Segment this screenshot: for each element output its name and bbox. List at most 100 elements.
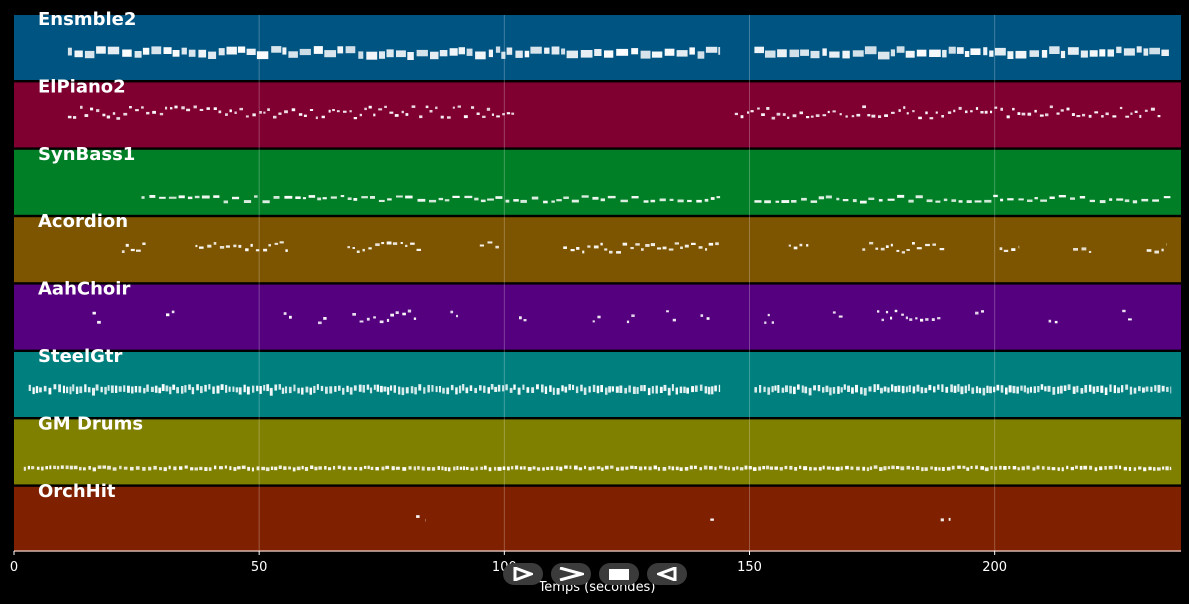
note	[689, 47, 695, 55]
note	[146, 111, 150, 115]
note	[584, 465, 587, 470]
note	[710, 518, 714, 521]
note	[1029, 50, 1039, 57]
note	[672, 318, 676, 322]
note	[709, 466, 713, 470]
note	[581, 195, 589, 198]
note	[710, 197, 715, 200]
note	[440, 115, 444, 119]
note	[416, 515, 420, 518]
note	[906, 112, 909, 115]
note	[1037, 386, 1040, 393]
note	[134, 386, 138, 393]
note	[340, 195, 345, 198]
note	[23, 466, 26, 471]
note	[810, 115, 814, 118]
note	[774, 385, 777, 391]
note	[385, 465, 390, 470]
rewind-button[interactable]	[647, 563, 687, 585]
note	[163, 47, 172, 54]
note	[480, 466, 483, 470]
note	[616, 467, 620, 471]
note	[349, 387, 353, 395]
note	[966, 467, 970, 471]
note	[1027, 199, 1033, 202]
note	[462, 384, 465, 391]
note	[1070, 197, 1075, 200]
note	[975, 107, 979, 110]
note	[1100, 385, 1104, 393]
note	[507, 466, 510, 471]
note	[206, 107, 210, 110]
note	[716, 196, 721, 199]
note	[691, 386, 694, 393]
note	[767, 313, 770, 317]
note	[480, 199, 486, 203]
note	[419, 115, 423, 119]
note	[1026, 387, 1030, 394]
note	[747, 111, 750, 114]
note	[1057, 386, 1060, 394]
note	[965, 110, 968, 114]
note	[600, 242, 603, 246]
note	[1059, 385, 1063, 394]
note	[444, 199, 450, 202]
note	[815, 114, 820, 117]
note	[347, 466, 352, 470]
note	[982, 387, 986, 396]
note	[1000, 385, 1004, 393]
stop-button[interactable]	[599, 563, 639, 585]
note	[698, 246, 703, 249]
note	[334, 386, 337, 392]
note	[1012, 466, 1017, 470]
note	[668, 465, 671, 470]
note	[531, 196, 539, 200]
note	[1099, 200, 1106, 204]
note	[273, 115, 277, 119]
note	[958, 106, 962, 110]
track-notes-2	[67, 105, 1161, 120]
note	[632, 386, 636, 394]
note	[130, 466, 134, 471]
note	[580, 50, 593, 58]
note	[431, 467, 436, 471]
note	[994, 47, 1006, 56]
note	[604, 248, 608, 251]
note	[181, 106, 185, 110]
note	[847, 385, 850, 392]
note	[338, 385, 341, 391]
fast-forward-button[interactable]	[551, 563, 591, 585]
note	[1141, 198, 1149, 202]
note	[112, 112, 116, 115]
note	[901, 251, 905, 254]
note	[135, 466, 140, 470]
note	[200, 386, 203, 394]
note	[285, 249, 288, 252]
play-button[interactable]	[503, 563, 543, 585]
note	[609, 250, 613, 254]
note	[762, 466, 766, 470]
note	[890, 49, 895, 57]
note	[636, 387, 639, 394]
note	[398, 386, 401, 395]
note	[250, 243, 253, 247]
note	[462, 466, 465, 471]
note	[475, 51, 486, 60]
note	[552, 387, 555, 395]
note	[309, 387, 312, 395]
note	[1104, 387, 1108, 395]
note	[251, 467, 254, 472]
note	[1143, 48, 1149, 56]
note	[869, 466, 873, 470]
note	[416, 49, 428, 57]
note	[822, 48, 827, 56]
note	[879, 467, 883, 471]
note	[883, 386, 887, 392]
note	[999, 465, 1002, 470]
note	[526, 387, 530, 393]
tracks-layer	[14, 15, 1181, 552]
note	[1012, 107, 1015, 111]
note	[35, 386, 39, 394]
note	[229, 109, 232, 113]
note	[868, 197, 875, 200]
